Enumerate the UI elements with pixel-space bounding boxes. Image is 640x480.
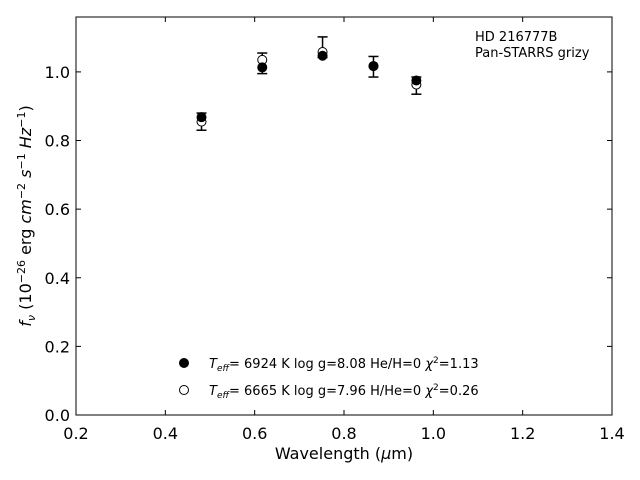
y-tick-label: 0.2: [45, 337, 70, 356]
model-point-filled: [368, 61, 379, 72]
legend-entry-2: Teff= 6665 K log g=7.96 H/He=0 χ2=0.26: [209, 383, 479, 401]
legend-2-comp: H/He=0: [370, 384, 421, 399]
y-tick-label: 0.8: [45, 132, 70, 151]
y-axis-ticks: 0.0 0.2 0.4 0.6 0.8 1.0: [45, 63, 612, 425]
model-point-filled: [411, 75, 422, 86]
legend-entry-1: Teff= 6924 K log g=8.08 He/H=0 χ2=1.13: [209, 356, 479, 374]
legend-marker-filled: [179, 358, 189, 368]
legend-1-logg: log g=8.08: [294, 357, 366, 372]
legend-1-teff: 6924 K: [244, 357, 290, 372]
x-tick-label: 0.8: [331, 424, 356, 443]
plot-layer: [196, 36, 422, 131]
model-point-filled: [257, 62, 268, 73]
y-tick-label: 1.0: [45, 63, 70, 82]
x-tick-label: 1.2: [510, 424, 535, 443]
legend-marker-open: [179, 385, 189, 395]
annotation-survey: Pan-STARRS grizy: [475, 46, 590, 61]
model-point-filled: [196, 112, 207, 123]
legend-1-chi2: =1.13: [439, 357, 479, 372]
x-tick-label: 1.4: [599, 424, 624, 443]
x-tick-label: 0.4: [153, 424, 178, 443]
x-axis-ticks: 0.2 0.4 0.6 0.8 1.0 1.2 1.4: [63, 17, 625, 443]
legend-2-chi2: =0.26: [439, 384, 479, 399]
annotation-object: HD 216777B: [475, 30, 557, 45]
x-tick-label: 0.6: [242, 424, 267, 443]
legend: Teff= 6924 K log g=8.08 He/H=0 χ2=1.13 T…: [179, 356, 479, 401]
plot-frame: [75, 16, 613, 416]
y-tick-label: 0.6: [45, 200, 70, 219]
y-tick-label: 0.4: [45, 269, 70, 288]
legend-2-logg: log g=7.96: [294, 384, 366, 399]
legend-2-teff: 6665 K: [244, 384, 290, 399]
x-axis-label: Wavelength (μm): [275, 444, 413, 463]
model-point-filled: [317, 50, 328, 61]
x-tick-label: 0.2: [63, 424, 88, 443]
y-axis-label: fν (10−26 erg cm−2 s−1 Hz−1): [15, 105, 38, 326]
legend-1-comp: He/H=0: [370, 357, 421, 372]
x-tick-label: 1.0: [421, 424, 446, 443]
y-tick-label: 0.0: [45, 406, 70, 425]
